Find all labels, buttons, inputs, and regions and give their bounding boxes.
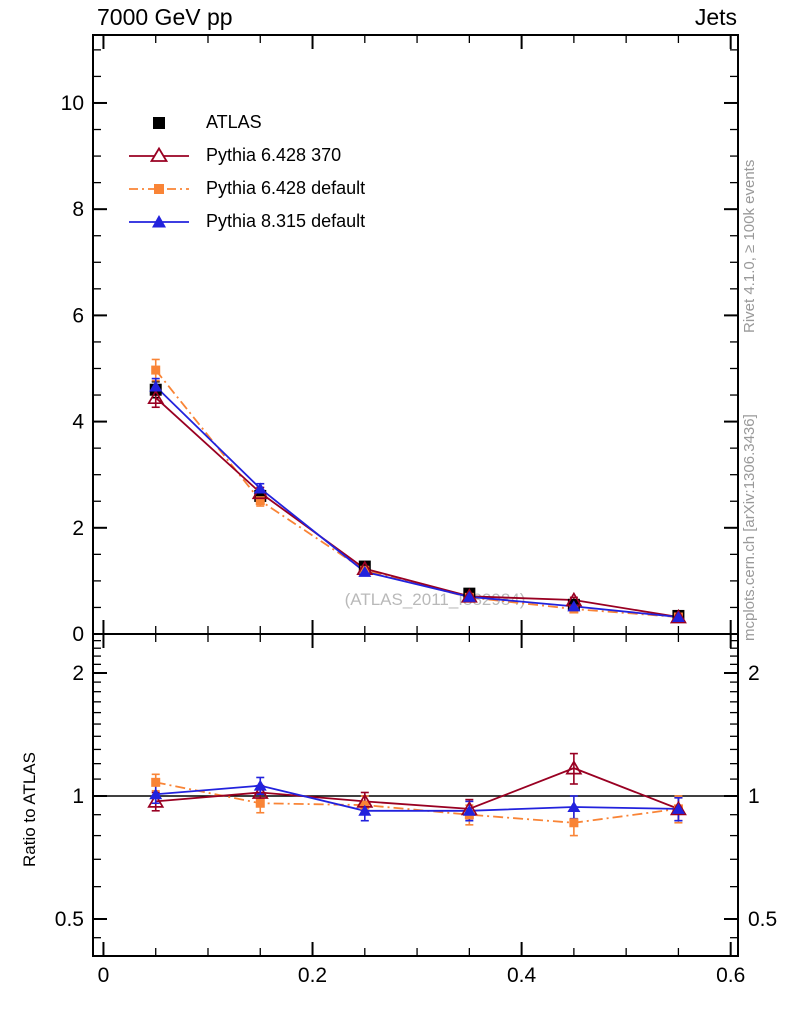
svg-text:0.2: 0.2: [298, 964, 327, 987]
svg-text:4: 4: [72, 411, 84, 434]
series-markers-2: [151, 365, 683, 828]
legend-item-pythia6-370: Pythia 6.428 370: [128, 139, 365, 172]
plot-title-beam: 7000 GeV pp: [97, 4, 233, 30]
svg-text:8: 8: [72, 198, 84, 221]
series-lines-3: [151, 377, 683, 822]
svg-text:1: 1: [72, 785, 84, 808]
series-markers-0: [149, 383, 685, 622]
svg-text:2: 2: [748, 662, 760, 685]
legend-label: ATLAS: [206, 112, 262, 132]
svg-text:2: 2: [72, 662, 84, 685]
svg-text:2: 2: [72, 517, 84, 540]
legend-item-pythia6-default: Pythia 6.428 default: [128, 172, 365, 205]
svg-text:1: 1: [748, 785, 760, 808]
svg-text:0.5: 0.5: [748, 908, 777, 931]
legend-item-atlas: ATLAS: [128, 106, 365, 139]
svg-text:0: 0: [72, 623, 84, 646]
series-markers-3: [149, 380, 685, 816]
svg-text:0.6: 0.6: [716, 964, 745, 987]
series-lines-1: [151, 387, 683, 822]
plot-title-process: Jets: [694, 4, 737, 30]
legend-label: Pythia 8.315 default: [206, 211, 366, 231]
legend-label: Pythia 6.428 default: [206, 178, 366, 198]
filled-triangle-line-icon: [129, 214, 189, 227]
atlas-square-icon: [153, 116, 165, 129]
open-triangle-line-icon: [129, 146, 189, 162]
series-lines-2: [151, 358, 683, 837]
legend: ATLAS Pythia 6.428 370 Pythia 6.428 defa…: [128, 106, 365, 238]
svg-text:0.4: 0.4: [507, 964, 537, 987]
svg-text:6: 6: [72, 304, 84, 327]
series-markers-1: [147, 389, 687, 816]
dashdot-square-icon: [129, 183, 189, 194]
svg-text:0: 0: [98, 964, 110, 987]
legend-item-pythia8-default: Pythia 8.315 default: [128, 205, 365, 238]
analysis-id-watermark: (ATLAS_2011_I882984): [344, 590, 526, 609]
svg-text:0.5: 0.5: [55, 908, 84, 931]
legend-label: Pythia 6.428 370: [206, 145, 342, 165]
svg-text:10: 10: [61, 92, 84, 115]
axes: 0 2 4 6 8 10 0.5 0.5 1 1 2 2 0 0.2 0.4 0.6: [55, 34, 777, 987]
